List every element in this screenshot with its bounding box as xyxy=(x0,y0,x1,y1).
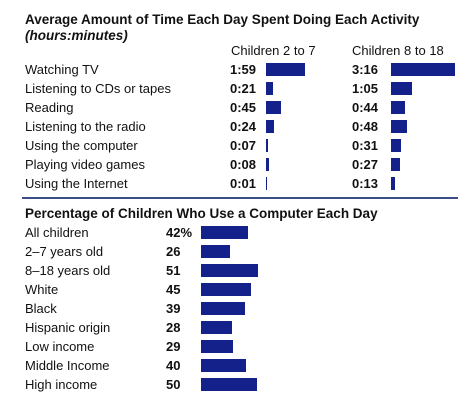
percent-bar xyxy=(201,359,246,372)
percent-value: 45 xyxy=(166,282,181,297)
percent-value: 50 xyxy=(166,377,181,392)
time-value-8to18: 0:13 xyxy=(352,176,379,191)
activity-label: Using the computer xyxy=(25,138,138,153)
bar-8to18 xyxy=(391,139,402,152)
chart1-title: Average Amount of Time Each Day Spent Do… xyxy=(25,12,419,44)
group-label: High income xyxy=(25,377,98,392)
time-value-8to18: 3:16 xyxy=(352,62,379,77)
time-value-8to18: 0:44 xyxy=(352,100,379,115)
time-value-2to7: 0:01 xyxy=(230,176,257,191)
bar-2to7 xyxy=(266,63,305,76)
bar-2to7 xyxy=(266,120,274,133)
time-value-2to7: 0:24 xyxy=(230,119,257,134)
bar-8to18 xyxy=(391,63,455,76)
group-label: Hispanic origin xyxy=(25,320,111,335)
percent-value: 29 xyxy=(166,339,181,354)
percent-bar xyxy=(201,321,233,334)
section-divider xyxy=(22,197,458,199)
percent-value: 28 xyxy=(166,320,181,335)
time-value-2to7: 0:08 xyxy=(230,157,257,172)
activity-label: Listening to CDs or tapes xyxy=(25,81,171,96)
chart1-title-text: Average Amount of Time Each Day Spent Do… xyxy=(25,12,420,27)
bar-8to18 xyxy=(391,120,407,133)
group-label: White xyxy=(25,282,59,297)
activity-label: Playing video games xyxy=(25,157,145,172)
time-value-8to18: 0:27 xyxy=(352,157,379,172)
bar-8to18 xyxy=(391,177,396,190)
time-value-8to18: 1:05 xyxy=(352,81,379,96)
group-label: Middle Income xyxy=(25,358,110,373)
percent-bar xyxy=(201,245,231,258)
percent-bar xyxy=(201,283,252,296)
bar-8to18 xyxy=(391,82,413,95)
activity-label: Using the Internet xyxy=(25,176,128,191)
percent-bar xyxy=(201,340,234,353)
column-header-children-2-to-7: Children 2 to 7 xyxy=(231,43,316,58)
group-label: Black xyxy=(25,301,57,316)
time-value-8to18: 0:48 xyxy=(352,119,379,134)
percent-value: 40 xyxy=(166,358,181,373)
column-header-children-8-to-18: Children 8 to 18 xyxy=(352,43,444,58)
percent-bar xyxy=(201,264,258,277)
group-label: All children xyxy=(25,225,89,240)
activity-label: Watching TV xyxy=(25,62,99,77)
percent-bar xyxy=(201,378,257,391)
percent-value: 51 xyxy=(166,263,181,278)
percent-bar xyxy=(201,226,248,239)
activity-label: Reading xyxy=(25,100,74,115)
bar-2to7 xyxy=(266,82,273,95)
chart1-subtitle: (hours:minutes) xyxy=(25,28,128,43)
percent-value: 42% xyxy=(166,225,193,240)
group-label: 8–18 years old xyxy=(25,263,111,278)
group-label: Low income xyxy=(25,339,95,354)
bar-8to18 xyxy=(391,158,400,171)
activity-label: Listening to the radio xyxy=(25,119,146,134)
time-value-2to7: 0:21 xyxy=(230,81,257,96)
bar-2to7 xyxy=(266,177,267,190)
bar-2to7 xyxy=(266,139,269,152)
time-value-8to18: 0:31 xyxy=(352,138,379,153)
percent-value: 39 xyxy=(166,301,181,316)
percent-bar xyxy=(201,302,245,315)
bar-2to7 xyxy=(266,158,269,171)
bar-2to7 xyxy=(266,101,281,114)
time-value-2to7: 1:59 xyxy=(230,62,257,77)
percent-value: 26 xyxy=(166,244,181,259)
bar-8to18 xyxy=(391,101,406,114)
chart2-title: Percentage of Children Who Use a Compute… xyxy=(25,206,378,221)
group-label: 2–7 years old xyxy=(25,244,104,259)
time-value-2to7: 0:45 xyxy=(230,100,257,115)
time-value-2to7: 0:07 xyxy=(230,138,257,153)
